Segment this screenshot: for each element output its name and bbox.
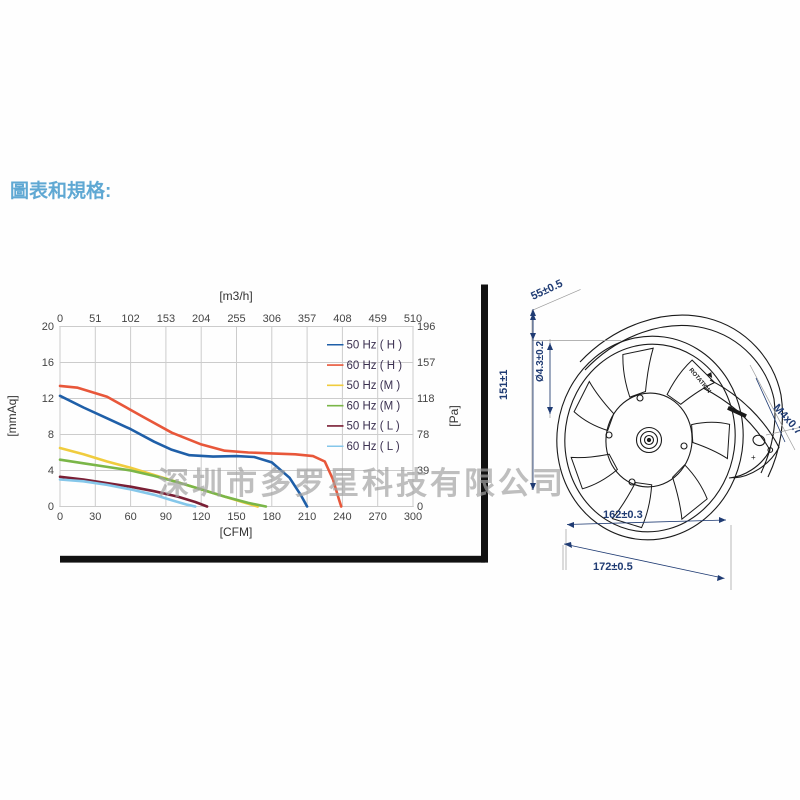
svg-text:204: 204 [192, 313, 210, 325]
svg-text:+: + [751, 453, 756, 462]
svg-text:151±1: 151±1 [498, 369, 510, 400]
svg-text:60 Hz (M ): 60 Hz (M ) [347, 400, 401, 412]
svg-text:50 Hz (M ): 50 Hz (M ) [347, 380, 401, 392]
svg-text:210: 210 [298, 511, 316, 523]
svg-text:60 Hz ( H ): 60 Hz ( H ) [347, 360, 403, 372]
svg-text:Ø4.3±0.2: Ø4.3±0.2 [535, 340, 546, 382]
svg-text:60: 60 [124, 511, 136, 523]
svg-text:[m3/h]: [m3/h] [219, 289, 252, 303]
svg-text:[Pa]: [Pa] [447, 405, 461, 426]
svg-text:157: 157 [417, 357, 435, 369]
svg-text:51: 51 [89, 313, 101, 325]
svg-text:8: 8 [48, 429, 54, 441]
svg-text:30: 30 [89, 511, 101, 523]
svg-text:0: 0 [57, 511, 63, 523]
svg-text:[CFM]: [CFM] [220, 525, 253, 539]
svg-text:172±0.5: 172±0.5 [593, 561, 633, 573]
svg-text:408: 408 [333, 313, 351, 325]
svg-text:118: 118 [417, 393, 435, 405]
svg-text:120: 120 [192, 511, 210, 523]
svg-text:0: 0 [48, 501, 54, 513]
svg-text:12: 12 [42, 393, 54, 405]
svg-text:255: 255 [227, 313, 245, 325]
svg-text:357: 357 [298, 313, 316, 325]
svg-text:16: 16 [42, 357, 54, 369]
svg-text:180: 180 [263, 511, 281, 523]
svg-text:0: 0 [57, 313, 63, 325]
svg-text:102: 102 [121, 313, 139, 325]
svg-text:20: 20 [42, 321, 54, 333]
svg-text:4: 4 [48, 465, 54, 477]
svg-text:240: 240 [333, 511, 351, 523]
svg-text:60 Hz ( L ): 60 Hz ( L ) [347, 441, 400, 453]
svg-text:90: 90 [160, 511, 172, 523]
svg-text:[mmAq]: [mmAq] [5, 395, 19, 436]
svg-text:50 Hz ( H ): 50 Hz ( H ) [347, 340, 403, 352]
svg-text:306: 306 [263, 313, 281, 325]
svg-text:270: 270 [369, 511, 387, 523]
svg-text:55±0.5: 55±0.5 [529, 278, 565, 303]
svg-text:78: 78 [417, 429, 429, 441]
svg-text:459: 459 [369, 313, 387, 325]
svg-text:50 Hz ( L ): 50 Hz ( L ) [347, 421, 400, 433]
svg-text:150: 150 [227, 511, 245, 523]
svg-text:196: 196 [417, 321, 435, 333]
svg-text:162±0.3: 162±0.3 [603, 509, 643, 521]
svg-text:153: 153 [157, 313, 175, 325]
